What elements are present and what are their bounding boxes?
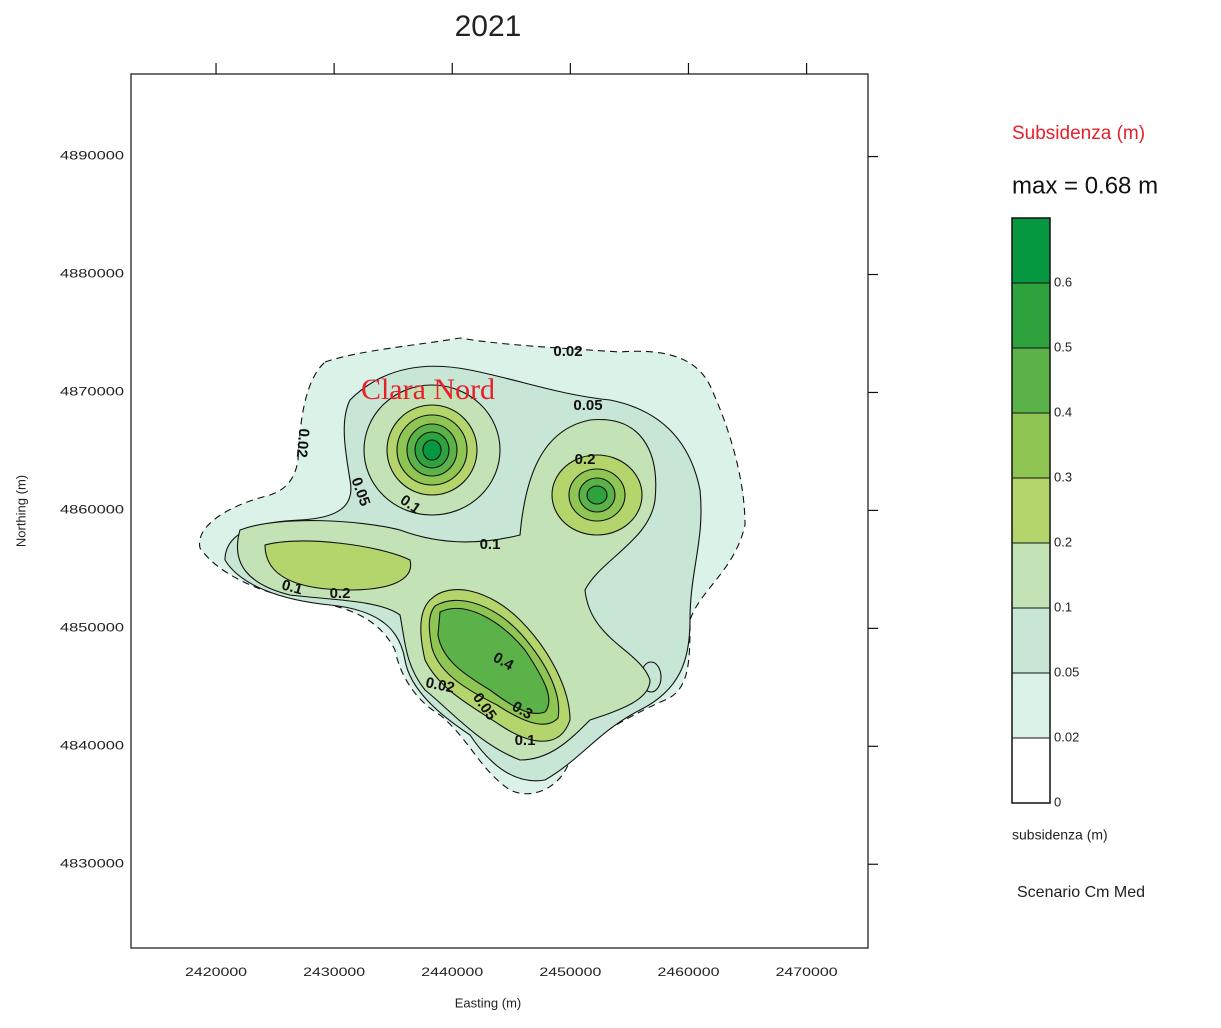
- colorbar-band: [1011, 217, 1051, 284]
- y-tick-label: 4890000: [60, 149, 124, 163]
- y-tick-label: 4870000: [60, 385, 124, 399]
- x-tick-label: 2460000: [657, 965, 719, 979]
- scenario-label: Scenario Cm Med: [1017, 884, 1145, 901]
- y-tick-label: 4880000: [60, 267, 124, 281]
- contour-label: 0.1: [480, 536, 501, 553]
- contour-label: 0.02: [424, 674, 456, 697]
- y-tick-label: 4830000: [60, 856, 124, 870]
- contour-region: [437, 607, 550, 714]
- colorbar-band: [1011, 412, 1051, 479]
- x-tick-label: 2420000: [185, 965, 247, 979]
- x-tick-label: 2430000: [303, 965, 365, 979]
- contour-label: 0.1: [515, 732, 536, 749]
- contour-region: [422, 439, 442, 461]
- colorbar-tick-label: 0: [1054, 794, 1061, 809]
- chart-title: 2021: [455, 10, 522, 43]
- y-axis-label: Northing (m): [13, 475, 28, 547]
- colorbar-tick-label: 0.5: [1054, 339, 1072, 354]
- colorbar-band: [1011, 542, 1051, 609]
- colorbar-tick-label: 0.4: [1054, 404, 1072, 419]
- colorbar-tick-label: 0.2: [1054, 534, 1072, 549]
- colorbar-title: Subsidenza (m): [1012, 123, 1145, 144]
- colorbar-band: [1011, 347, 1051, 414]
- colorbar-tick-label: 0.3: [1054, 469, 1072, 484]
- contour-label: 0.1: [280, 577, 305, 599]
- contour-map: [199, 337, 746, 795]
- contour-label: 0.02: [293, 428, 312, 459]
- colorbar-frame: [1011, 217, 1051, 804]
- colorbar-band: [1011, 672, 1051, 739]
- colorbar-band: [1011, 477, 1051, 544]
- annotation: Clara Nord: [361, 373, 495, 406]
- colorbar-tick-label: 0.6: [1054, 274, 1072, 289]
- y-tick-label: 4850000: [60, 621, 124, 635]
- colorbar-band: [1011, 282, 1051, 349]
- max-label: max = 0.68 m: [1012, 172, 1158, 199]
- colorbar-label: subsidenza (m): [1012, 827, 1108, 843]
- y-tick-label: 4860000: [60, 503, 124, 517]
- contour-region: [586, 485, 608, 505]
- contour-label: 0.2: [575, 451, 596, 468]
- colorbar-tick-label: 0.05: [1054, 664, 1079, 679]
- x-tick-label: 2450000: [539, 965, 601, 979]
- x-tick-label: 2470000: [776, 965, 838, 979]
- y-tick-label: 4840000: [60, 738, 124, 752]
- contour-region: [264, 540, 412, 591]
- contour-label: 0.02: [553, 343, 582, 360]
- x-axis-label: Easting (m): [455, 995, 521, 1010]
- colorbar-band: [1011, 607, 1051, 674]
- contour-label: 0.2: [330, 585, 351, 602]
- contour-label: 0.05: [573, 397, 602, 414]
- colorbar-tick-label: 0.1: [1054, 599, 1072, 614]
- contour-labels: 0.02 0.05 0.02 0.05 0.1 0.2 0.1 0.1 0.2 …: [280, 343, 603, 749]
- colorbar-tick-label: 0.02: [1054, 729, 1079, 744]
- x-tick-label: 2440000: [421, 965, 483, 979]
- colorbar-band: [1011, 737, 1051, 804]
